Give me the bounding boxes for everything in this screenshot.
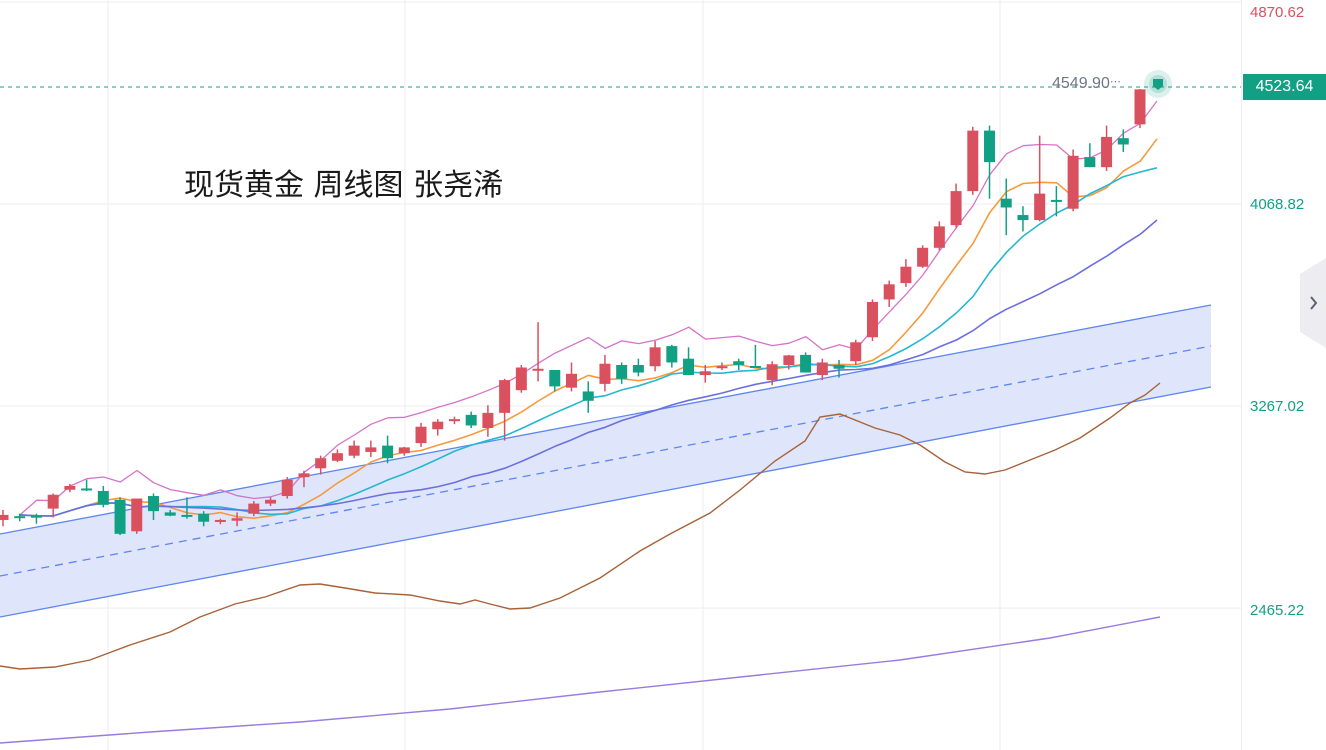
chevron-right-icon xyxy=(1310,296,1318,310)
price-axis[interactable]: 4870.62 4068.82 3267.02 2465.22 xyxy=(1241,0,1326,750)
grid-lines xyxy=(0,0,1241,750)
chart-title: 现货黄金 周线图 张尧浠 xyxy=(184,168,504,203)
scroll-right-button[interactable] xyxy=(1300,258,1326,348)
current-price-tag: 4523.64 xyxy=(1243,74,1326,100)
axis-tick-label: 4068.82 xyxy=(1250,196,1304,213)
moving-averages xyxy=(0,100,1161,744)
high-marker-value: 4549.90 xyxy=(1052,75,1110,92)
high-marker-suffix: ⋯ xyxy=(1109,76,1121,88)
candles xyxy=(0,89,1146,536)
price-axis-labels: 4870.62 4068.82 3267.02 2465.22 xyxy=(1250,4,1304,619)
high-marker-label: 4549.90⋯ xyxy=(1052,75,1121,93)
axis-tick-label: 2465.22 xyxy=(1250,602,1304,619)
axis-tick-label: 3267.02 xyxy=(1250,398,1304,415)
axis-tick-label: 4870.62 xyxy=(1250,4,1304,21)
regression-channel xyxy=(0,304,1212,618)
price-overlay xyxy=(0,70,1241,98)
